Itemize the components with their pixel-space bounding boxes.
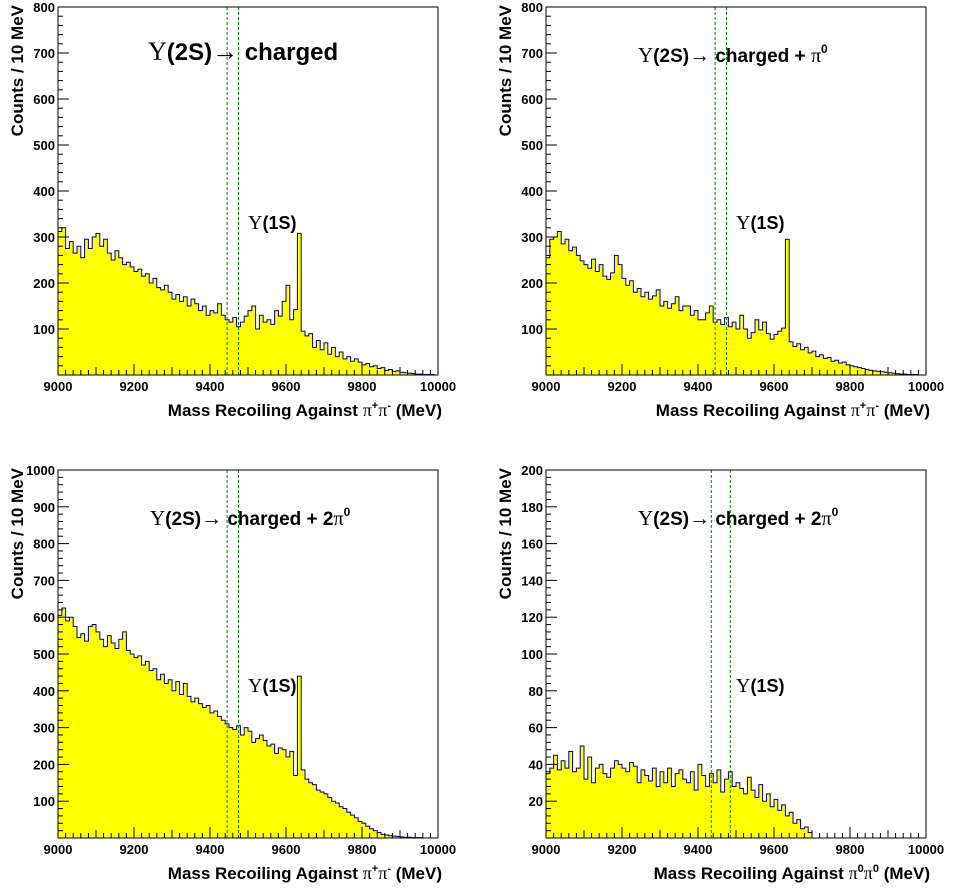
x-tick-label: 9600 bbox=[272, 842, 301, 857]
y-tick-label: 500 bbox=[521, 138, 543, 153]
y-tick-label: 700 bbox=[33, 46, 55, 61]
decay-annotation: Υ(2S)→ charged + 2π0 bbox=[638, 505, 839, 530]
y-tick-label: 700 bbox=[521, 46, 543, 61]
x-tick-label: 9600 bbox=[760, 842, 789, 857]
peak-label: Υ(1S) bbox=[248, 212, 296, 234]
x-tick-label: 9600 bbox=[760, 379, 789, 394]
x-axis-title: Mass Recoiling Against π0π0 (MeV) bbox=[654, 863, 930, 883]
histogram-fill bbox=[58, 227, 438, 375]
y-tick-label: 100 bbox=[521, 322, 543, 337]
peak-label: Υ(1S) bbox=[736, 675, 784, 697]
x-tick-label: 9800 bbox=[836, 842, 865, 857]
y-tick-label: 500 bbox=[33, 647, 55, 662]
y-axis-title: Counts / 10 MeV bbox=[496, 467, 515, 599]
y-tick-label: 200 bbox=[521, 463, 543, 478]
y-tick-label: 300 bbox=[521, 230, 543, 245]
y-tick-label: 40 bbox=[529, 757, 543, 772]
x-tick-label: 10000 bbox=[420, 842, 456, 857]
y-tick-label: 160 bbox=[521, 537, 543, 552]
y-tick-label: 100 bbox=[521, 647, 543, 662]
y-tick-label: 140 bbox=[521, 573, 543, 588]
histogram-fill bbox=[58, 608, 438, 838]
y-tick-label: 200 bbox=[33, 276, 55, 291]
x-tick-label: 9000 bbox=[44, 842, 73, 857]
y-tick-label: 120 bbox=[521, 610, 543, 625]
x-tick-label: 9800 bbox=[836, 379, 865, 394]
y-tick-label: 700 bbox=[33, 573, 55, 588]
x-tick-label: 9200 bbox=[120, 842, 149, 857]
decay-annotation: Υ(2S)→ charged + π0 bbox=[638, 42, 828, 67]
y-tick-label: 300 bbox=[33, 721, 55, 736]
y-tick-label: 900 bbox=[33, 500, 55, 515]
histogram-panel-1: 9000 9200 9400 9600 9800 10000 100 200 300 400 500… bbox=[8, 0, 456, 420]
y-tick-label: 800 bbox=[33, 537, 55, 552]
y-tick-label: 1000 bbox=[26, 463, 55, 478]
x-tick-label: 9000 bbox=[532, 379, 561, 394]
x-axis-title: Mass Recoiling Against π+π- (MeV) bbox=[168, 400, 442, 420]
y-tick-label: 600 bbox=[33, 92, 55, 107]
y-tick-label: 400 bbox=[521, 184, 543, 199]
x-tick-label: 9800 bbox=[348, 842, 377, 857]
y-tick-label: 200 bbox=[521, 276, 543, 291]
y-axis-title: Counts / 10 MeV bbox=[8, 467, 27, 599]
y-tick-label: 20 bbox=[529, 794, 543, 809]
histogram-fill bbox=[546, 231, 926, 375]
y-tick-label: 300 bbox=[33, 230, 55, 245]
y-axis-title: Counts / 10 MeV bbox=[8, 4, 27, 136]
histogram-outline bbox=[545, 230, 926, 376]
peak-label: Υ(1S) bbox=[736, 212, 784, 234]
x-tick-label: 9400 bbox=[196, 842, 225, 857]
histogram-panel-4: 9000 9200 9400 9600 9800 10000 20 40 60 80 100 120 1… bbox=[496, 463, 944, 883]
y-tick-label: 500 bbox=[33, 138, 55, 153]
x-tick-label: 9000 bbox=[532, 842, 561, 857]
histogram-fill bbox=[546, 746, 926, 838]
x-axis-title: Mass Recoiling Against π+π- (MeV) bbox=[656, 400, 930, 420]
y-tick-label: 800 bbox=[521, 0, 543, 15]
histogram-outline bbox=[57, 607, 438, 839]
x-axis-title: Mass Recoiling Against π+π- (MeV) bbox=[168, 863, 442, 883]
decay-annotation: Υ(2S)→ charged + 2π0 bbox=[150, 505, 351, 530]
y-tick-label: 800 bbox=[33, 0, 55, 15]
x-tick-label: 9400 bbox=[196, 379, 225, 394]
x-tick-label: 9200 bbox=[608, 379, 637, 394]
x-tick-label: 9400 bbox=[684, 379, 713, 394]
y-tick-label: 600 bbox=[521, 92, 543, 107]
x-tick-label: 9800 bbox=[348, 379, 377, 394]
y-axis-title: Counts / 10 MeV bbox=[496, 4, 515, 136]
y-tick-label: 200 bbox=[33, 757, 55, 772]
y-tick-label: 400 bbox=[33, 684, 55, 699]
x-tick-label: 10000 bbox=[420, 379, 456, 394]
y-tick-label: 100 bbox=[33, 322, 55, 337]
x-tick-label: 9000 bbox=[44, 379, 73, 394]
y-tick-label: 400 bbox=[33, 184, 55, 199]
peak-label: Υ(1S) bbox=[248, 675, 296, 697]
histogram-panel-3: 9000 9200 9400 9600 9800 10000 100 200 300 400 500… bbox=[8, 463, 456, 883]
decay-annotation: Υ(2S)→ charged bbox=[148, 37, 338, 66]
y-tick-label: 600 bbox=[33, 610, 55, 625]
x-tick-label: 9200 bbox=[608, 842, 637, 857]
y-tick-label: 180 bbox=[521, 500, 543, 515]
x-tick-label: 10000 bbox=[908, 379, 944, 394]
x-tick-label: 10000 bbox=[908, 842, 944, 857]
x-tick-label: 9600 bbox=[272, 379, 301, 394]
x-tick-label: 9400 bbox=[684, 842, 713, 857]
y-tick-label: 60 bbox=[529, 721, 543, 736]
x-tick-label: 9200 bbox=[120, 379, 149, 394]
histogram-panel-2: 9000 9200 9400 9600 9800 10000 100 200 300 400 500… bbox=[496, 0, 944, 420]
histogram-outline bbox=[57, 227, 438, 376]
y-tick-label: 100 bbox=[33, 794, 55, 809]
y-tick-label: 80 bbox=[529, 684, 543, 699]
